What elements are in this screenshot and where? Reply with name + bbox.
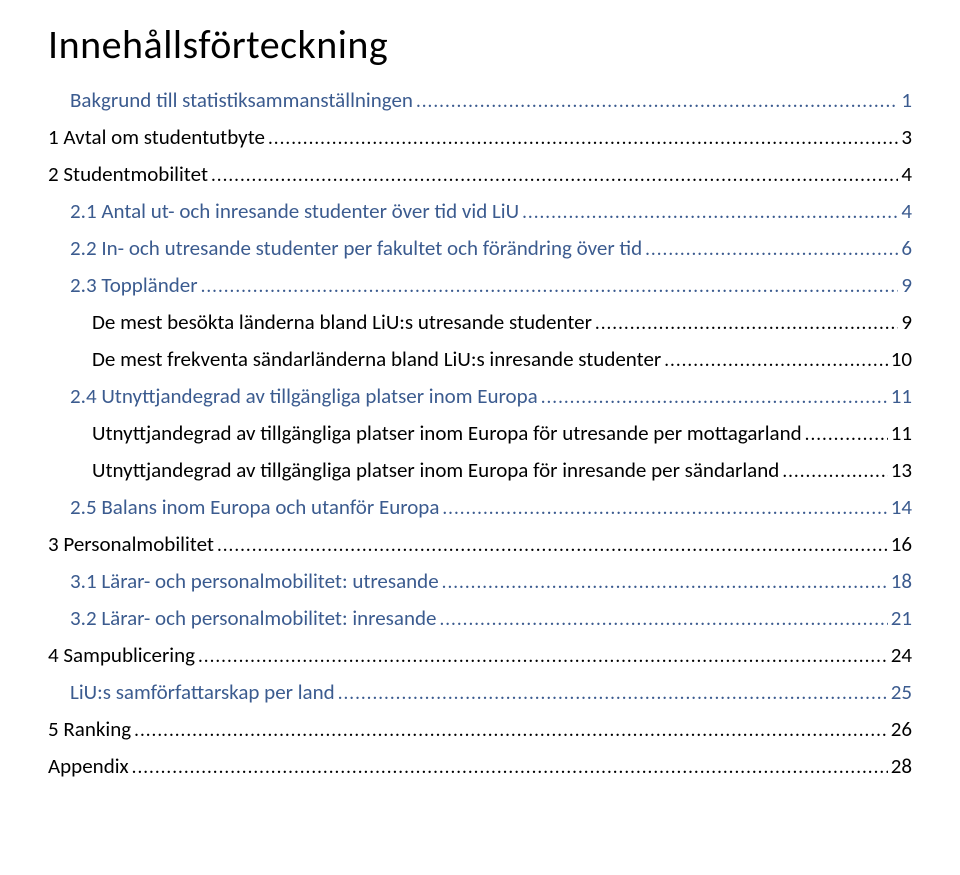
toc-leader-dots (134, 719, 888, 742)
toc-entry-page: 9 (901, 309, 912, 335)
toc-entry-label: 2.1 Antal ut- och inresande studenter öv… (70, 198, 519, 224)
toc-entry-label: LiU:s samförfattarskap per land (70, 679, 335, 705)
toc-entry-label: Utnyttjandegrad av tillgängliga platser … (92, 420, 802, 446)
toc-entry[interactable]: 2.2 In- och utresande studenter per faku… (48, 235, 912, 261)
toc-entry-page: 16 (891, 531, 912, 557)
toc-entry-page: 9 (901, 272, 912, 298)
toc-entry-label: Utnyttjandegrad av tillgängliga platser … (92, 457, 779, 483)
toc-entry-label: 2 Studentmobilitet (48, 161, 208, 187)
toc-entry-label: Appendix (48, 753, 129, 779)
toc-entry-label: 1 Avtal om studentutbyte (48, 124, 265, 150)
toc-entry[interactable]: Bakgrund till statistiksammanställningen… (48, 87, 912, 113)
toc-entry-label: 2.3 Toppländer (70, 272, 198, 298)
toc-entry-label: De mest besökta länderna bland LiU:s utr… (92, 309, 592, 335)
toc-entry[interactable]: 3.1 Lärar- och personalmobilitet: utresa… (48, 568, 912, 594)
toc-entry[interactable]: De mest besökta länderna bland LiU:s utr… (48, 309, 912, 335)
toc-entry-label: 2.4 Utnyttjandegrad av tillgängliga plat… (70, 383, 538, 409)
toc-leader-dots (338, 682, 888, 705)
toc-leader-dots (211, 164, 898, 187)
toc-entry-label: 3.2 Lärar- och personalmobilitet: inresa… (70, 605, 436, 631)
toc-leader-dots (416, 90, 898, 113)
toc-entry[interactable]: 1 Avtal om studentutbyte 3 (48, 124, 912, 150)
toc-entry-label: De mest frekventa sändarländerna bland L… (92, 346, 661, 372)
toc-entry-label: Bakgrund till statistiksammanställningen (70, 87, 413, 113)
toc-entry[interactable]: 5 Ranking 26 (48, 716, 912, 742)
toc-entry[interactable]: 2 Studentmobilitet 4 (48, 161, 912, 187)
toc-entry[interactable]: 2.1 Antal ut- och inresande studenter öv… (48, 198, 912, 224)
toc-entry-page: 4 (901, 198, 912, 224)
toc-entry-page: 21 (891, 605, 912, 631)
toc-title: Innehållsförteckning (48, 20, 912, 69)
toc-entry-label: 4 Sampublicering (48, 642, 195, 668)
toc-entry-page: 25 (891, 679, 912, 705)
toc-entry-page: 3 (901, 124, 912, 150)
toc-entry-page: 1 (901, 87, 912, 113)
toc-leader-dots (442, 571, 888, 594)
toc-entry[interactable]: 3.2 Lärar- och personalmobilitet: inresa… (48, 605, 912, 631)
toc-leader-dots (541, 386, 888, 409)
toc-leader-dots (805, 423, 888, 446)
toc-leader-dots (664, 349, 887, 372)
toc-entry-page: 26 (891, 716, 912, 742)
toc-entry[interactable]: LiU:s samförfattarskap per land 25 (48, 679, 912, 705)
toc-entry-label: 3.1 Lärar- och personalmobilitet: utresa… (70, 568, 439, 594)
toc-leader-dots (132, 756, 888, 779)
toc-entry-page: 24 (891, 642, 912, 668)
toc-entry-page: 4 (901, 161, 912, 187)
toc-leader-dots (198, 645, 888, 668)
toc-entry-page: 18 (891, 568, 912, 594)
toc-entry-label: 3 Personalmobilitet (48, 531, 214, 557)
toc-leader-dots (217, 534, 888, 557)
toc-entry-page: 13 (891, 457, 912, 483)
toc-leader-dots (595, 312, 898, 335)
toc-entry[interactable]: 2.5 Balans inom Europa och utanför Europ… (48, 494, 912, 520)
toc-entry-label: 2.5 Balans inom Europa och utanför Europ… (70, 494, 439, 520)
toc-entry-page: 10 (891, 346, 912, 372)
toc-leader-dots (439, 608, 887, 631)
toc-leader-dots (645, 238, 898, 261)
toc-entry-label: 5 Ranking (48, 716, 131, 742)
toc-entry-page: 11 (891, 383, 912, 409)
toc-entry[interactable]: Appendix 28 (48, 753, 912, 779)
toc-leader-dots (782, 460, 887, 483)
toc-entry[interactable]: 2.4 Utnyttjandegrad av tillgängliga plat… (48, 383, 912, 409)
toc-entry-label: 2.2 In- och utresande studenter per faku… (70, 235, 642, 261)
toc-entry[interactable]: 2.3 Toppländer 9 (48, 272, 912, 298)
toc-entry[interactable]: Utnyttjandegrad av tillgängliga platser … (48, 457, 912, 483)
toc-list: Bakgrund till statistiksammanställningen… (48, 87, 912, 779)
toc-entry-page: 6 (901, 235, 912, 261)
toc-entry[interactable]: 3 Personalmobilitet 16 (48, 531, 912, 557)
toc-entry[interactable]: Utnyttjandegrad av tillgängliga platser … (48, 420, 912, 446)
toc-leader-dots (201, 275, 899, 298)
toc-entry-page: 14 (891, 494, 912, 520)
toc-leader-dots (522, 201, 898, 224)
toc-entry[interactable]: De mest frekventa sändarländerna bland L… (48, 346, 912, 372)
toc-entry[interactable]: 4 Sampublicering 24 (48, 642, 912, 668)
toc-entry-page: 11 (891, 420, 912, 446)
toc-leader-dots (268, 127, 898, 150)
toc-leader-dots (442, 497, 887, 520)
toc-entry-page: 28 (891, 753, 912, 779)
